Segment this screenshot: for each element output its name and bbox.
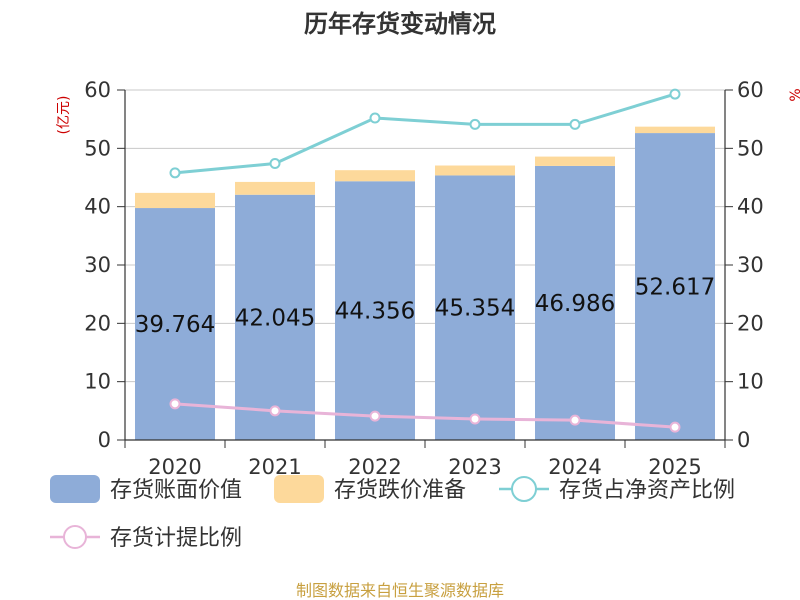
legend-label: 存货跌价准备 <box>334 478 466 503</box>
line-net-asset-ratio <box>174 92 676 175</box>
bar-inventory-impairment <box>135 192 215 209</box>
bar-inventory-impairment <box>435 165 515 176</box>
legend-label: 存货占净资产比例 <box>559 478 735 503</box>
point-provision-ratio <box>469 413 481 425</box>
legend-swatch <box>50 475 100 503</box>
bar-data-label: 44.356 <box>335 299 415 325</box>
bar-labels: 39.764 42.045 44.356 45.354 46.986 52.617 <box>135 275 715 338</box>
left-tick-label: 60 <box>84 78 111 102</box>
bar-data-label: 45.354 <box>435 296 515 322</box>
point-provision-ratio <box>369 410 381 422</box>
lines <box>169 88 681 433</box>
legend-marker <box>63 525 87 549</box>
left-tick-label: 30 <box>84 253 111 277</box>
left-tick-label: 20 <box>84 311 111 335</box>
bar-inventory-book-value <box>635 133 715 440</box>
right-tick-label: 10 <box>737 370 764 394</box>
bar-data-label: 46.986 <box>535 291 615 317</box>
legend-marker <box>511 476 537 502</box>
legend-swatch <box>274 475 324 503</box>
x-tick-label: 2024 <box>548 455 601 479</box>
x-tick-label: 2025 <box>648 455 701 479</box>
grid <box>125 89 725 383</box>
left-tick-label: 40 <box>84 195 111 219</box>
bars <box>135 126 715 441</box>
left-tick-label: 10 <box>84 370 111 394</box>
bar-inventory-book-value <box>235 194 315 440</box>
bar-inventory-book-value <box>535 165 615 441</box>
right-tick-label: 40 <box>737 195 764 219</box>
chart-title: 历年存货变动情况 <box>304 10 496 38</box>
legend-label: 存货计提比例 <box>110 526 242 551</box>
left-tick-label: 0 <box>98 428 111 452</box>
point-net-asset-ratio <box>169 167 181 179</box>
right-tick-label: 20 <box>737 311 764 335</box>
source-note: 制图数据来自恒生聚源数据库 <box>296 581 504 600</box>
bar-inventory-impairment <box>535 156 615 166</box>
bar-data-label: 39.764 <box>135 312 215 338</box>
bar-data-label: 42.045 <box>235 305 315 331</box>
point-provision-ratio <box>669 421 681 433</box>
point-net-asset-ratio <box>369 112 381 124</box>
point-net-asset-ratio <box>669 88 681 100</box>
x-tick-label: 2023 <box>448 455 501 479</box>
point-provision-ratio <box>269 405 281 417</box>
right-tick-label: 30 <box>737 253 764 277</box>
bar-data-label: 52.617 <box>635 275 715 301</box>
bar-inventory-impairment <box>635 126 715 134</box>
right-tick-label: 0 <box>737 428 750 452</box>
right-tick-label: 60 <box>737 78 764 102</box>
legend-label: 存货账面价值 <box>110 478 242 503</box>
left-axis-unit: (亿元) <box>56 96 72 135</box>
point-provision-ratio <box>569 414 581 426</box>
bar-inventory-book-value <box>335 181 415 441</box>
right-tick-label: 50 <box>737 136 764 160</box>
bar-inventory-book-value <box>435 175 515 440</box>
bar-inventory-impairment <box>235 181 315 195</box>
bar-inventory-impairment <box>335 170 415 182</box>
point-provision-ratio <box>169 398 181 410</box>
point-net-asset-ratio <box>469 118 481 130</box>
x-tick-label: 2020 <box>148 455 201 479</box>
x-tick-label: 2022 <box>348 455 401 479</box>
point-net-asset-ratio <box>569 118 581 130</box>
right-axis-unit: % <box>788 88 800 101</box>
line-provision-ratio <box>174 402 676 429</box>
left-tick-label: 50 <box>84 136 111 160</box>
point-net-asset-ratio <box>269 158 281 169</box>
